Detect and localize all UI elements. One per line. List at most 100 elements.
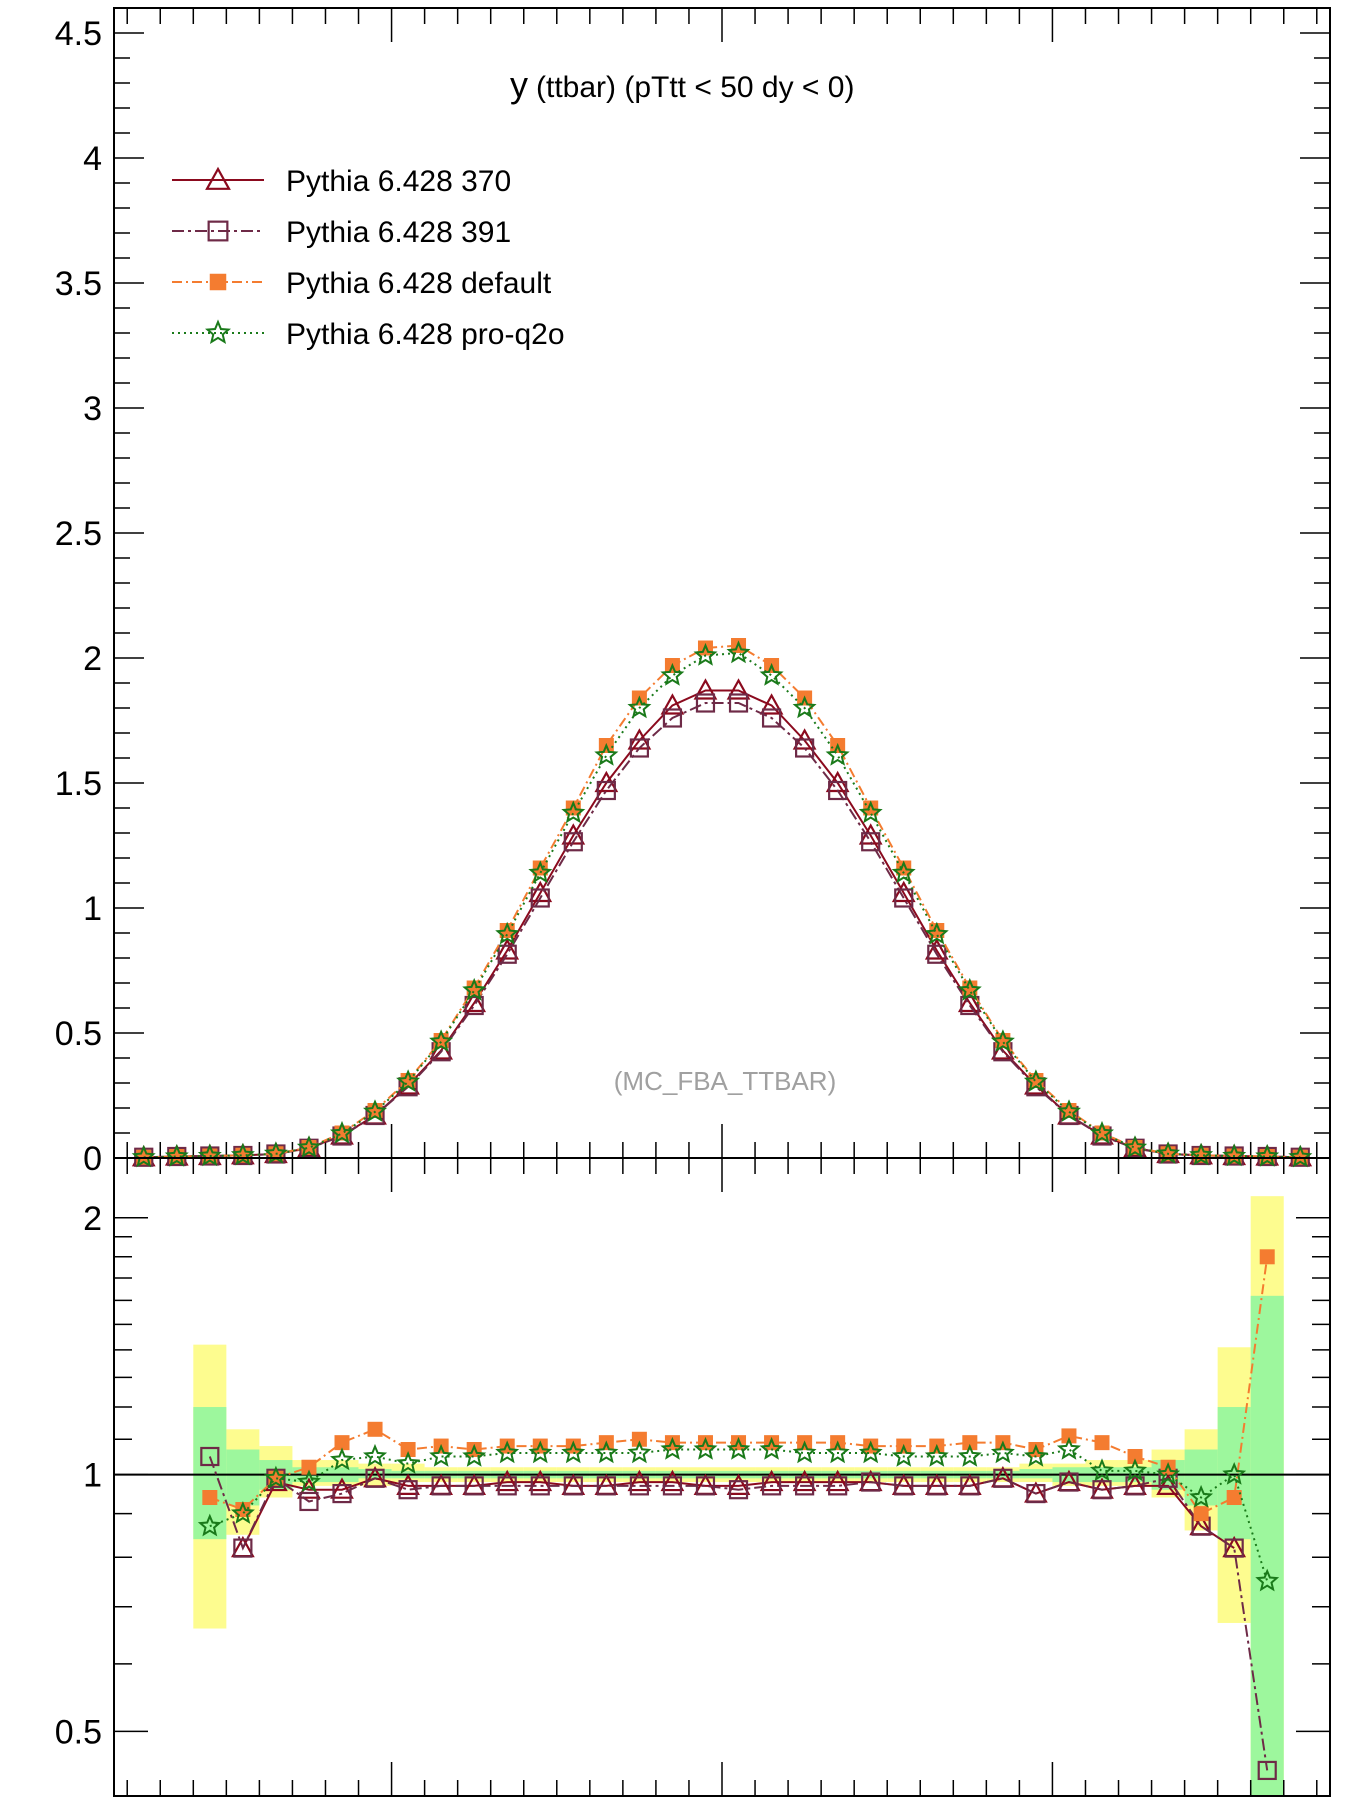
ratio-data-point bbox=[1127, 1448, 1143, 1464]
data-point bbox=[891, 880, 916, 903]
ratio-data-point bbox=[1123, 1458, 1148, 1482]
data-point bbox=[528, 860, 553, 884]
ratio-data-point bbox=[1092, 1480, 1112, 1500]
ratio-data-point bbox=[990, 1440, 1015, 1464]
data-point bbox=[759, 693, 784, 715]
data-point bbox=[1122, 1135, 1148, 1158]
y-tick-label: 4.5 bbox=[55, 15, 102, 53]
chart-title-main: y bbox=[510, 64, 528, 105]
data-point bbox=[1090, 1120, 1114, 1144]
data-point bbox=[891, 860, 916, 884]
data-point bbox=[761, 708, 782, 728]
ratio-data-point bbox=[235, 1502, 251, 1518]
ratio-data-point bbox=[462, 1443, 487, 1467]
data-point bbox=[164, 1143, 189, 1167]
ratio-data-point bbox=[962, 1435, 978, 1451]
data-point bbox=[561, 800, 586, 824]
ratio-data-point bbox=[792, 1469, 817, 1492]
legend-entry: Pythia 6.428 391 bbox=[172, 216, 511, 249]
ratio-data-point bbox=[1222, 1462, 1247, 1485]
ratio-data-point bbox=[759, 1436, 784, 1460]
data-point bbox=[131, 1144, 156, 1168]
ratio-data-point bbox=[993, 1468, 1013, 1488]
ratio-data-point bbox=[693, 1436, 718, 1460]
ratio-y-tick-label: 2 bbox=[83, 1200, 102, 1238]
ratio-data-point bbox=[1125, 1476, 1145, 1496]
ratio-series-3 bbox=[197, 1436, 1280, 1592]
data-point bbox=[726, 640, 751, 664]
ratio-data-point bbox=[759, 1469, 784, 1492]
ratio-series-1 bbox=[200, 1446, 1277, 1781]
ratio-data-point bbox=[1094, 1435, 1110, 1451]
data-point bbox=[662, 708, 683, 728]
data-point bbox=[660, 693, 685, 715]
ratio-y-tick-label: 1 bbox=[83, 1457, 102, 1495]
band-green bbox=[226, 1449, 260, 1506]
ratio-data-point bbox=[429, 1443, 454, 1467]
ratio-data-point bbox=[396, 1473, 420, 1495]
y-tick-label: 3 bbox=[83, 390, 102, 428]
band-green bbox=[193, 1407, 227, 1540]
ratio-data-point bbox=[960, 1476, 980, 1496]
ratio-data-point bbox=[627, 1469, 652, 1492]
legend-marker bbox=[205, 166, 231, 190]
ratio-data-point bbox=[596, 1476, 616, 1496]
chart-title: y (ttbar) (pTtt < 50 dy < 0) bbox=[510, 64, 854, 105]
data-point bbox=[896, 860, 912, 876]
ratio-data-point bbox=[1023, 1443, 1048, 1467]
data-point bbox=[858, 800, 883, 824]
data-point bbox=[362, 1099, 388, 1122]
data-point bbox=[1222, 1143, 1247, 1167]
ratio-data-point bbox=[1061, 1428, 1077, 1444]
legend-entry: Pythia 6.428 pro-q2o bbox=[172, 318, 565, 351]
data-point bbox=[759, 662, 784, 686]
data-point bbox=[197, 1143, 222, 1167]
data-point bbox=[960, 995, 980, 1016]
data-point bbox=[861, 832, 881, 852]
ratio-data-point bbox=[927, 1476, 947, 1496]
y-tick-label: 0.5 bbox=[55, 1015, 102, 1053]
data-point bbox=[693, 642, 718, 666]
ratio-data-point bbox=[726, 1436, 751, 1460]
ratio-data-point bbox=[726, 1473, 751, 1495]
chart-title-rest: (ttbar) (pTtt < 50 dy < 0) bbox=[536, 71, 854, 104]
legend-marker bbox=[209, 273, 227, 291]
data-point bbox=[924, 921, 949, 945]
data-point bbox=[499, 923, 515, 938]
ratio-data-point bbox=[330, 1447, 354, 1471]
data-point bbox=[296, 1135, 322, 1158]
legend-label: Pythia 6.428 default bbox=[286, 267, 552, 300]
ratio-series-2 bbox=[202, 1249, 1275, 1522]
ratio-data-point bbox=[695, 1476, 716, 1496]
data-point bbox=[464, 995, 484, 1016]
ratio-data-point bbox=[396, 1450, 421, 1474]
data-point bbox=[726, 678, 751, 700]
ratio-series-line bbox=[208, 1456, 1269, 1771]
y-tick-label: 2.5 bbox=[55, 515, 102, 553]
band-green bbox=[1184, 1449, 1218, 1506]
data-point bbox=[792, 695, 817, 719]
ratio-data-point bbox=[332, 1483, 352, 1504]
data-point bbox=[497, 944, 517, 964]
data-point bbox=[429, 1029, 454, 1052]
data-point bbox=[596, 780, 616, 801]
ratio-series-line bbox=[242, 1477, 1235, 1549]
ratio-data-point bbox=[334, 1435, 350, 1451]
ratio-data-point bbox=[528, 1440, 553, 1464]
ratio-panel: 0.512−101 bbox=[55, 1157, 1331, 1810]
ratio-data-point bbox=[1193, 1506, 1209, 1522]
data-point bbox=[495, 938, 520, 960]
y-tick-label: 4 bbox=[83, 140, 102, 178]
ratio-data-point bbox=[563, 1476, 583, 1496]
ratio-data-point bbox=[398, 1480, 418, 1500]
data-point bbox=[660, 662, 685, 686]
data-point bbox=[728, 693, 749, 713]
ratio-data-point bbox=[495, 1469, 520, 1492]
ratio-data-point bbox=[495, 1440, 520, 1464]
ratio-data-point bbox=[861, 1472, 881, 1492]
data-point bbox=[396, 1069, 421, 1092]
y-tick-label: 2 bbox=[83, 640, 102, 678]
ratio-data-point bbox=[497, 1476, 517, 1496]
ratio-data-point bbox=[891, 1443, 916, 1467]
